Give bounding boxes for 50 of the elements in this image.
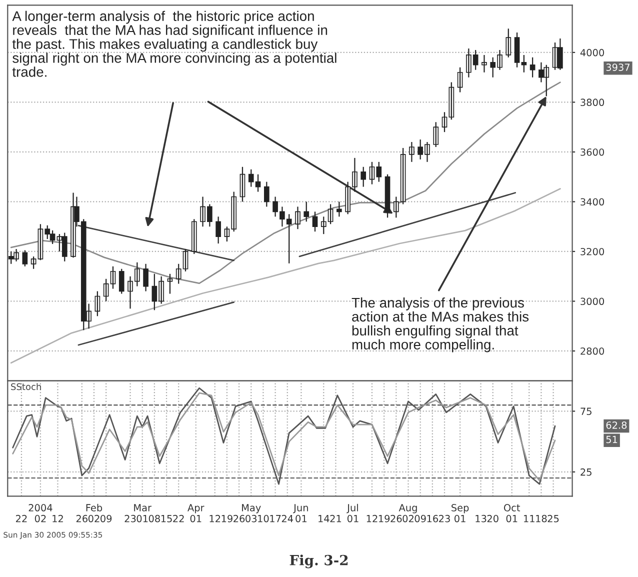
x-tick-label: Apr 01 bbox=[188, 504, 204, 522]
x-tick-label: 23 bbox=[124, 514, 136, 522]
y-tick-label: 2800 bbox=[580, 347, 604, 355]
x-tick-label: 21 bbox=[330, 514, 342, 522]
x-tick-label: 08 bbox=[148, 514, 160, 522]
y-tick-label: 75 bbox=[580, 408, 592, 416]
x-tick-label: 13 bbox=[476, 514, 486, 522]
y-tick-label: 25 bbox=[580, 468, 592, 476]
line-series bbox=[10, 82, 561, 284]
text: 51 bbox=[606, 436, 618, 444]
x-tick-label: Jul 01 bbox=[346, 504, 358, 522]
y-tick-label: 4000 bbox=[580, 48, 604, 56]
x-tick-label: 16 bbox=[427, 514, 438, 522]
x-tick-label: 09 bbox=[414, 514, 426, 522]
x-tick-label: 10 bbox=[258, 514, 269, 522]
x-tick-label: 20 bbox=[487, 514, 498, 522]
x-tick-label: Sep 01 bbox=[452, 504, 469, 522]
x-tick-label: Jun 01 bbox=[293, 504, 308, 522]
x-tick-label: 26 bbox=[234, 514, 245, 522]
x-tick-label: 2004 02 bbox=[28, 504, 52, 522]
y-tick-label: 3400 bbox=[580, 198, 604, 206]
x-tick-label: Oct 01 bbox=[504, 504, 520, 522]
x-tick-label: 22 bbox=[173, 514, 184, 522]
y-tick-label: 3200 bbox=[580, 248, 604, 256]
x-tick-label: 19 bbox=[378, 514, 390, 522]
x-tick-label: 26 bbox=[76, 514, 88, 522]
text: 62.8 bbox=[606, 421, 627, 429]
x-tick-label: 11 bbox=[524, 515, 534, 522]
x-tick-label: 09 bbox=[100, 514, 112, 522]
x-tick-label: 23 bbox=[439, 514, 450, 522]
x-tick-label: 15 bbox=[161, 515, 172, 522]
x-tick-label: 14 bbox=[318, 515, 330, 522]
caption: Fig. 3-2 bbox=[290, 554, 348, 568]
x-tick-label: 12 bbox=[52, 514, 63, 522]
x-tick-label: 12 bbox=[366, 514, 378, 522]
x-tick-label: 18 bbox=[536, 514, 547, 522]
annotation: SStoch bbox=[11, 383, 41, 390]
text: 3937 bbox=[606, 64, 630, 71]
x-tick-label: 19 bbox=[222, 514, 232, 522]
annotation: The analysis of the previous action at the MAs makes this bullish engulfing signal that much more compelling. bbox=[352, 297, 529, 352]
x-tick-label: 12 bbox=[210, 514, 220, 522]
x-tick-label: 25 bbox=[548, 514, 559, 522]
annotation: A longer-term analysis of the historic price action reveals that the MA has had significant influence in the past. This makes evaluating a candlestick buy signal right on the MA more convincing as a potential trade. bbox=[12, 10, 336, 77]
x-tick-label: 26 bbox=[390, 514, 402, 522]
x-tick-label: 17 bbox=[270, 515, 281, 522]
x-tick-label: 22 bbox=[16, 514, 27, 522]
y-tick-label: 3000 bbox=[580, 298, 604, 306]
x-tick-label: 24 bbox=[282, 514, 294, 522]
y-tick-label: 3600 bbox=[580, 148, 604, 156]
y-tick-label: 3800 bbox=[580, 98, 604, 106]
